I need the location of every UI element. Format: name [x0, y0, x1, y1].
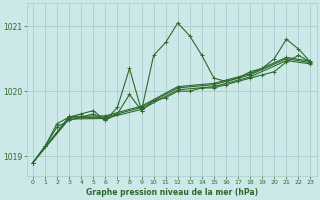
X-axis label: Graphe pression niveau de la mer (hPa): Graphe pression niveau de la mer (hPa)	[86, 188, 258, 197]
